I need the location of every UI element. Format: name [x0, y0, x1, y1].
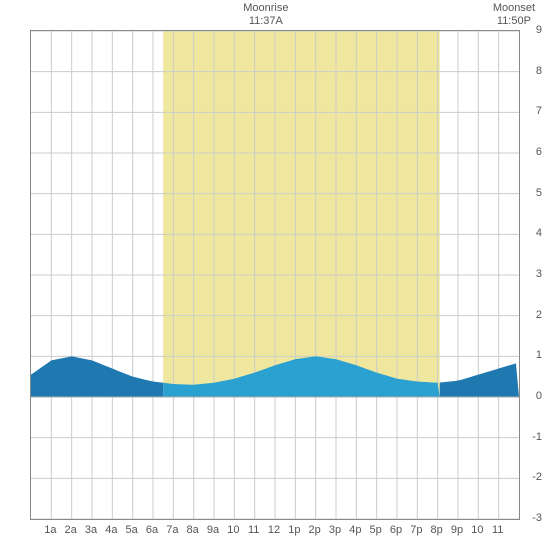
- x-tick-label: 1a: [44, 524, 56, 536]
- y-tick-label: 7: [522, 105, 542, 117]
- y-tick-label: 8: [522, 65, 542, 77]
- x-tick-label: 4p: [349, 524, 361, 536]
- header-moonrise-title: Moonrise: [241, 2, 291, 15]
- x-tick-label: 2a: [65, 524, 77, 536]
- y-tick-label: 5: [522, 187, 542, 199]
- x-axis: 1a 2a 3a 4a 5a 6a 7a 8a 9a 10 11 12 1p 2p 3p 4p 5p 6p 7p 8p…: [30, 524, 520, 542]
- x-tick-label: 7a: [166, 524, 178, 536]
- x-tick-label: 5p: [370, 524, 382, 536]
- x-tick-label: 10: [471, 524, 483, 536]
- y-tick-label: -1: [522, 431, 542, 443]
- y-tick-label: -3: [522, 512, 542, 524]
- x-tick-label: 12: [268, 524, 280, 536]
- x-tick-label: 7p: [410, 524, 422, 536]
- y-tick-label: -2: [522, 471, 542, 483]
- x-tick-label: 4a: [105, 524, 117, 536]
- x-tick-label: 9p: [451, 524, 463, 536]
- x-tick-label: 8p: [431, 524, 443, 536]
- x-tick-label: 11: [248, 524, 259, 536]
- x-tick-label: 2p: [309, 524, 321, 536]
- y-tick-label: 2: [522, 309, 542, 321]
- y-axis: -3-2-10123456789: [522, 30, 542, 520]
- x-tick-label: 5a: [126, 524, 138, 536]
- x-tick-label: 6a: [146, 524, 158, 536]
- y-tick-label: 6: [522, 146, 542, 158]
- header-moonrise-time: 11:37A: [241, 15, 291, 28]
- plot-area: [30, 30, 520, 520]
- y-tick-label: 0: [522, 390, 542, 402]
- x-tick-label: 1p: [288, 524, 300, 536]
- x-tick-label: 3a: [85, 524, 97, 536]
- tide-chart: Moonrise11:37AMoonset11:50P -3-2-1012345…: [0, 0, 550, 550]
- header-moonrise: Moonrise11:37A: [241, 2, 291, 28]
- y-tick-label: 4: [522, 227, 542, 239]
- x-tick-label: 11: [492, 524, 503, 536]
- y-tick-label: 3: [522, 268, 542, 280]
- plot-svg: [31, 31, 519, 519]
- x-tick-label: 9a: [207, 524, 219, 536]
- header-labels: Moonrise11:37AMoonset11:50P: [0, 2, 550, 32]
- y-tick-label: 1: [522, 349, 542, 361]
- header-moonset-title: Moonset: [489, 2, 539, 15]
- y-tick-label: 9: [522, 24, 542, 36]
- x-tick-label: 3p: [329, 524, 341, 536]
- x-tick-label: 8a: [187, 524, 199, 536]
- x-tick-label: 10: [227, 524, 239, 536]
- x-tick-label: 6p: [390, 524, 402, 536]
